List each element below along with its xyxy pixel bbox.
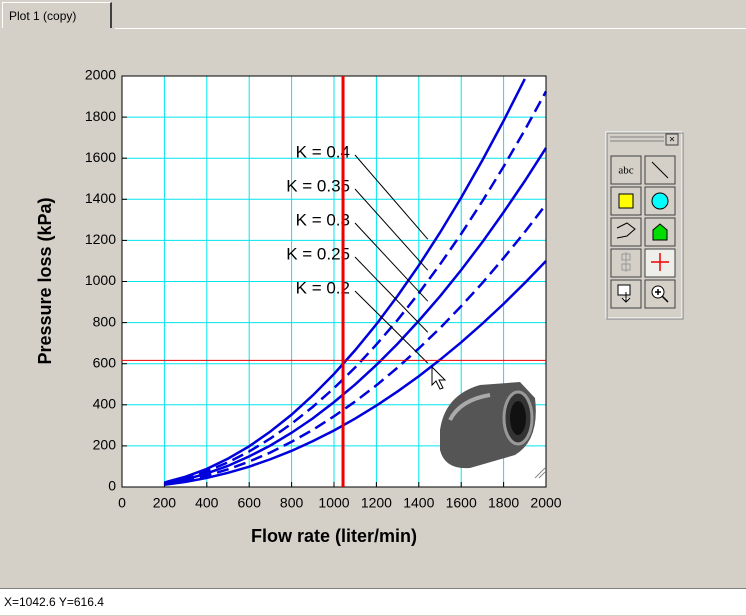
polyline-tool-icon xyxy=(616,222,636,239)
plot-frame xyxy=(121,75,547,488)
curve xyxy=(164,147,548,485)
curve-label: K = 0.2 xyxy=(296,278,350,297)
curve xyxy=(164,78,526,484)
ellipse-tool-icon xyxy=(651,192,669,210)
curve xyxy=(164,260,547,486)
tool-button[interactable] xyxy=(610,217,642,247)
toolbar-shadow xyxy=(606,132,684,320)
x-tick-label: 1200 xyxy=(361,495,392,511)
text-tool: abc xyxy=(618,165,633,177)
close-icon: × xyxy=(669,135,675,146)
curve-label: K = 0.4 xyxy=(296,142,350,161)
toolbar-close[interactable] xyxy=(665,133,679,146)
mouse-cursor xyxy=(431,365,447,390)
x-tick-label: 1400 xyxy=(403,495,434,511)
tab-border xyxy=(115,28,746,29)
line-tool-icon xyxy=(651,161,669,179)
drawing-toolbar: × abc xyxy=(605,131,684,320)
leader-line xyxy=(354,222,429,302)
x-tick-label: 800 xyxy=(280,495,304,511)
curve-label: K = 0.35 xyxy=(286,176,350,195)
curve-label: K = 0.25 xyxy=(286,244,350,263)
y-tick-label: 0 xyxy=(108,478,116,494)
export-tool-icon xyxy=(617,284,631,303)
x-tick-label: 600 xyxy=(238,495,262,511)
y-tick-label: 800 xyxy=(93,313,117,329)
x-axis-label: Flow rate (liter/min) xyxy=(251,526,417,546)
y-tick-label: 400 xyxy=(93,396,117,412)
align-tool-icon xyxy=(621,252,631,272)
y-tick-label: 200 xyxy=(93,437,117,453)
x-tick-label: 1000 xyxy=(318,495,349,511)
x-tick-label: 400 xyxy=(195,495,219,511)
curve-label: K = 0.3 xyxy=(296,210,350,229)
x-tick-label: 200 xyxy=(153,495,177,511)
tab[interactable]: Plot 1 (copy) xyxy=(2,2,112,28)
elbow-image xyxy=(440,382,546,479)
leader-line xyxy=(354,188,429,271)
y-tick-label: 1800 xyxy=(85,108,116,124)
polygon-tool-icon xyxy=(652,223,668,241)
curve xyxy=(164,203,547,486)
leader-line xyxy=(354,256,429,333)
leader-line xyxy=(354,154,429,240)
crosshair-tool-icon xyxy=(651,253,669,271)
zoom-tool-icon-handle xyxy=(655,289,669,303)
rect-tool-icon xyxy=(618,193,634,209)
x-tick-label: 1800 xyxy=(488,495,519,511)
y-tick-label: 1600 xyxy=(85,149,116,165)
status-bar: X=1042.6 Y=616.4 xyxy=(0,588,746,615)
y-tick-label: 1200 xyxy=(85,231,116,247)
y-tick-label: 1400 xyxy=(85,190,116,206)
curve xyxy=(164,90,548,485)
x-tick-label: 1600 xyxy=(446,495,477,511)
chart: Flow rate (liter/min) Pressure loss (kPa… xyxy=(35,67,684,546)
x-tick-label: 2000 xyxy=(530,495,561,511)
y-axis-label: Pressure loss (kPa) xyxy=(35,197,55,364)
leader-line xyxy=(354,290,429,364)
y-tick-label: 1000 xyxy=(85,272,116,288)
y-tick-label: 2000 xyxy=(85,67,116,83)
x-tick-label: 0 xyxy=(118,495,126,511)
y-tick-label: 600 xyxy=(93,354,117,370)
tool-button[interactable] xyxy=(610,155,642,185)
